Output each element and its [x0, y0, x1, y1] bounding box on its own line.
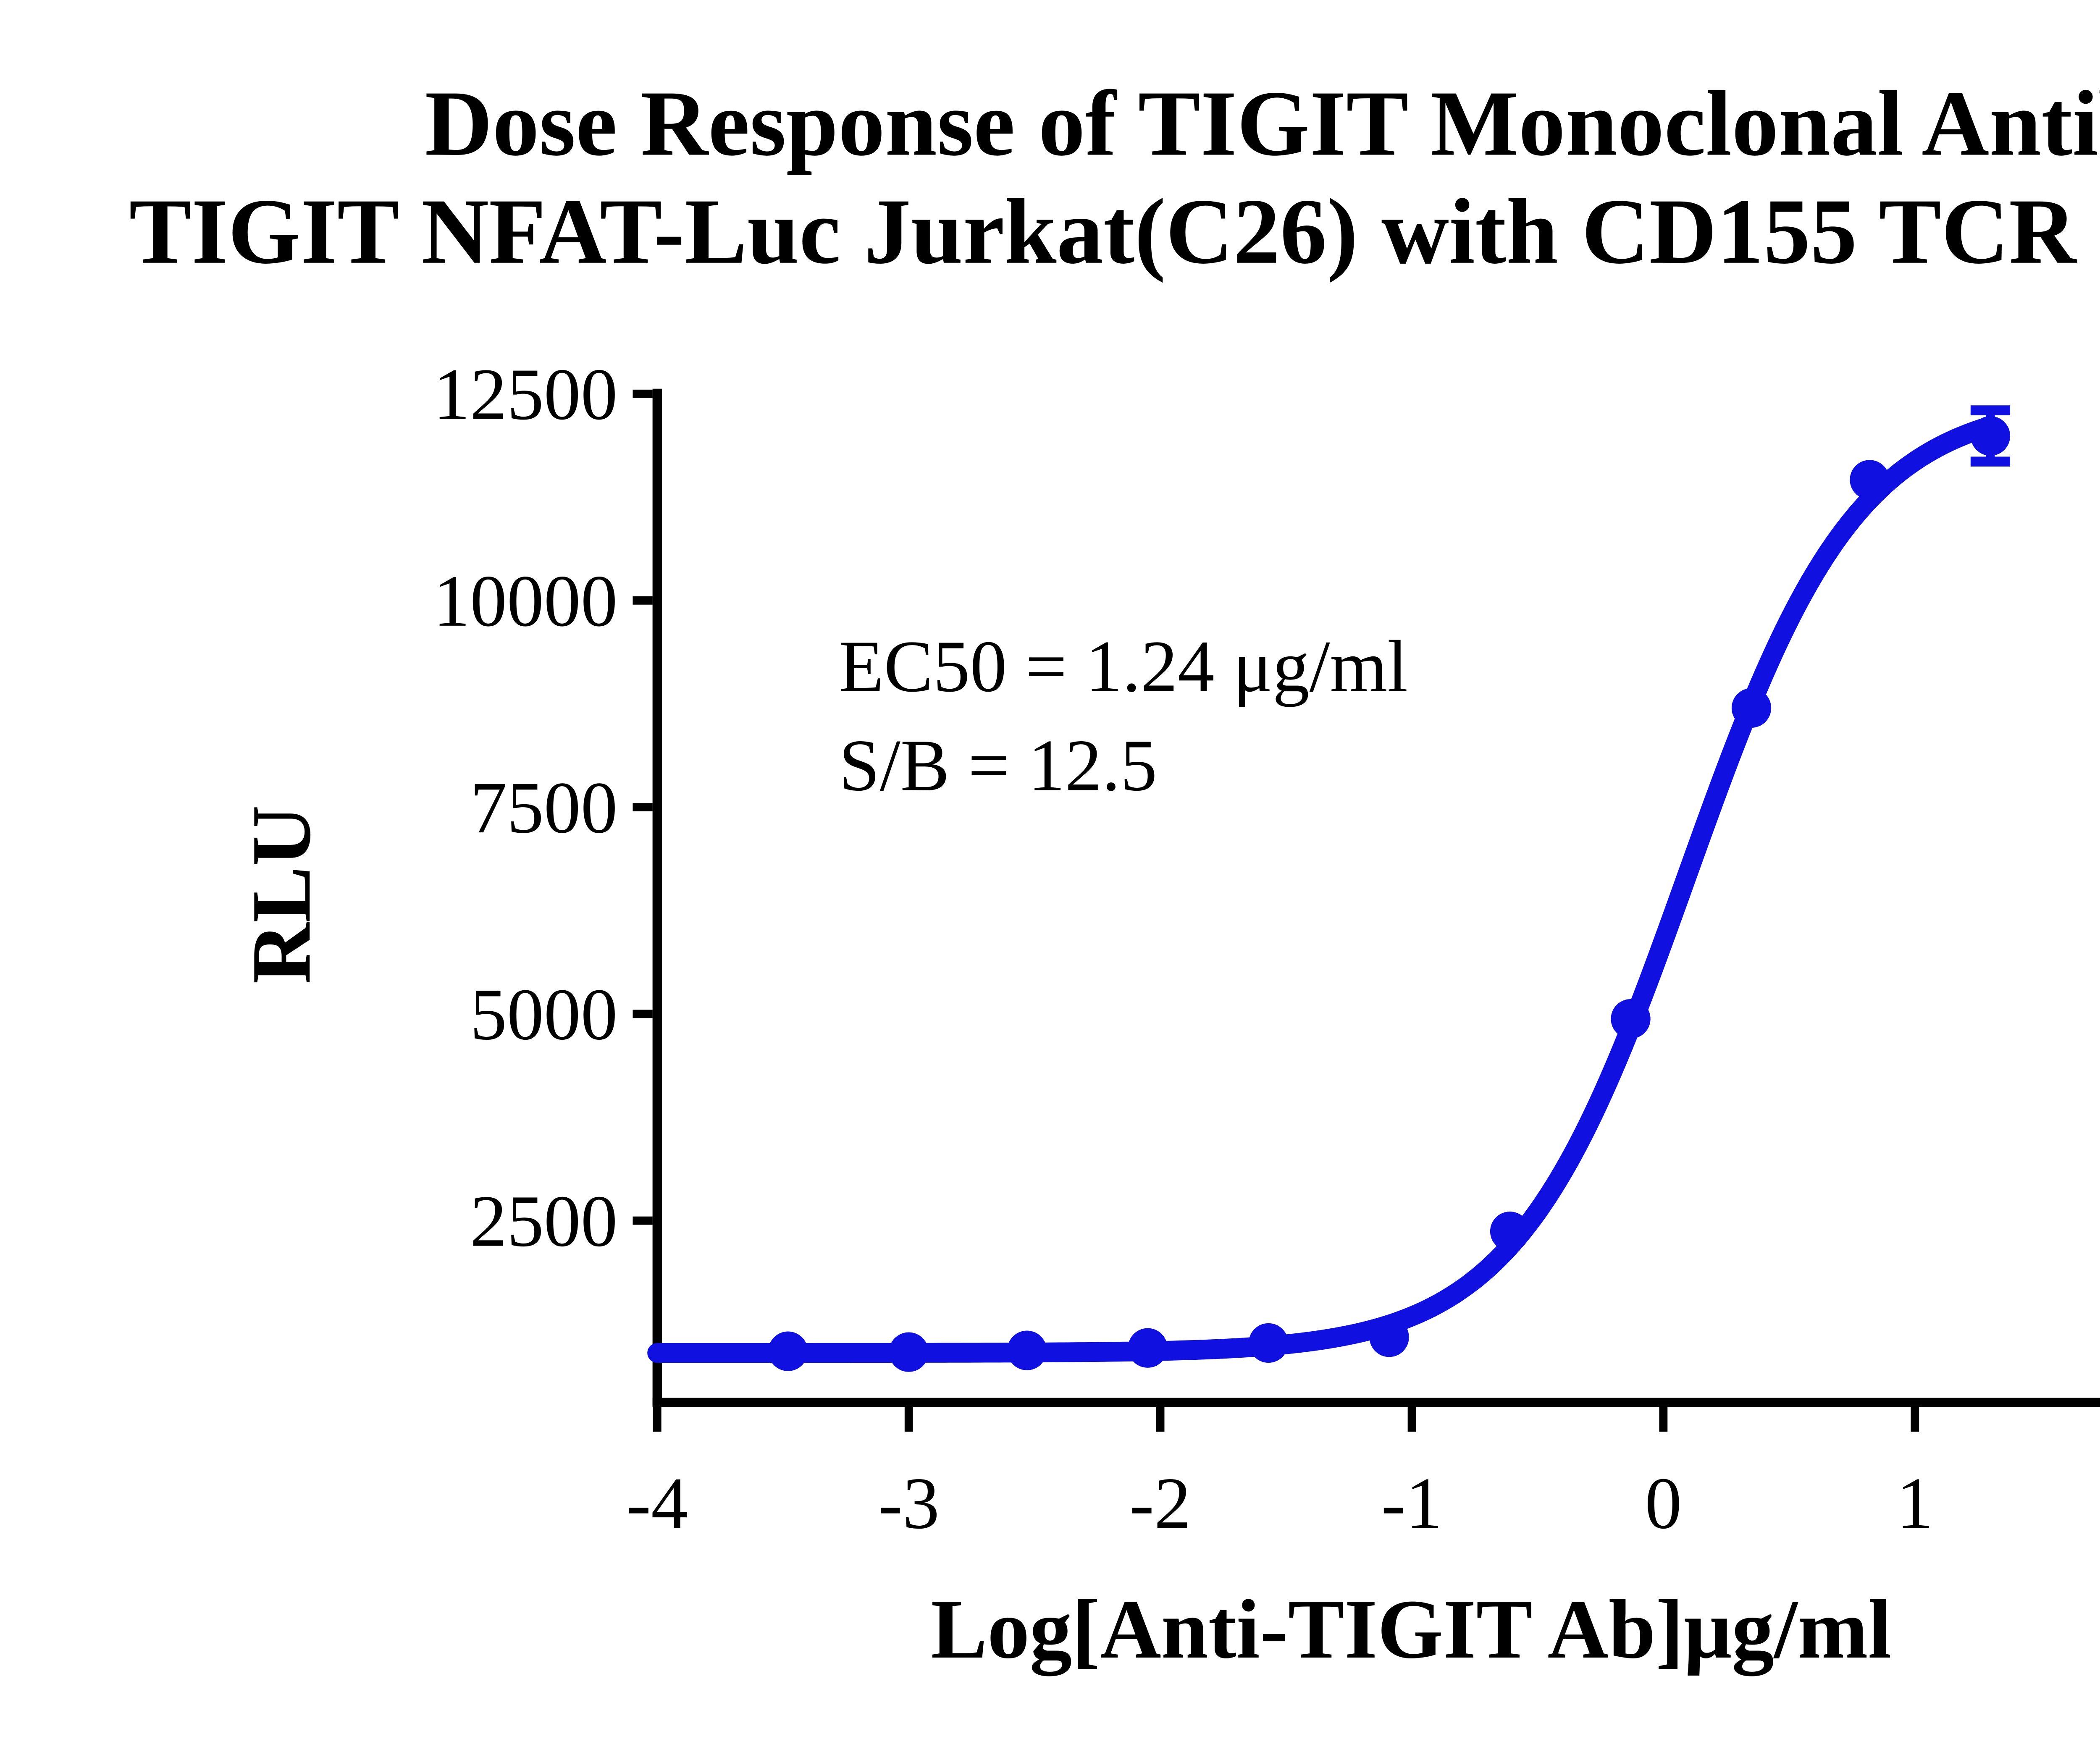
y-tick-label: 10000: [433, 560, 617, 642]
x-tick: [1156, 1407, 1165, 1432]
x-tick: [904, 1407, 913, 1432]
y-tick-label: 12500: [433, 354, 617, 435]
y-tick-label: 2500: [470, 1180, 617, 1262]
data-point: [1850, 460, 1890, 500]
x-tick-label: 1: [1896, 1462, 1933, 1544]
data-point: [1611, 999, 1651, 1039]
sb-annotation: S/B = 12.5: [839, 724, 1157, 806]
x-tick: [1659, 1407, 1668, 1432]
x-axis-line: [652, 1398, 2100, 1407]
y-tick: [633, 389, 653, 398]
chart-title-line-2: TIGIT NFAT-Luc Jurkat(C26) with CD155 TC…: [129, 180, 2100, 283]
x-tick-label: -1: [1381, 1462, 1442, 1544]
x-tick-label: -4: [627, 1462, 688, 1544]
x-tick: [653, 1407, 662, 1432]
data-point: [1248, 1323, 1289, 1363]
x-tick: [1911, 1407, 1919, 1432]
data-point: [1007, 1330, 1047, 1370]
x-axis-title: Log[Anti-TIGIT Ab]μg/ml: [931, 1582, 1891, 1676]
dose-response-curve: [647, 416, 2000, 1363]
data-point: [1731, 688, 1772, 728]
x-tick-label: -3: [878, 1462, 940, 1544]
y-tick-label: 7500: [470, 767, 617, 849]
x-tick: [1407, 1407, 1416, 1432]
data-point: [1369, 1317, 1409, 1357]
data-point: [1128, 1328, 1168, 1368]
data-point: [889, 1332, 929, 1372]
y-tick: [633, 1216, 653, 1225]
y-tick-label: 5000: [470, 973, 617, 1055]
data-point: [768, 1331, 808, 1371]
x-tick-label: -2: [1129, 1462, 1191, 1544]
y-tick: [633, 803, 653, 811]
x-tick-label: 0: [1645, 1462, 1682, 1544]
y-tick: [633, 596, 653, 605]
y-tick: [633, 1010, 653, 1018]
data-point: [1970, 416, 2011, 456]
y-axis-line: [652, 388, 662, 1407]
chart-title-line-1: Dose Response of TIGIT Monoclonal Antibo…: [425, 72, 2100, 176]
y-axis-title: RLU: [234, 805, 328, 984]
ec50-annotation: EC50 = 1.24 μg/ml: [839, 626, 1408, 708]
data-point: [1490, 1212, 1530, 1251]
